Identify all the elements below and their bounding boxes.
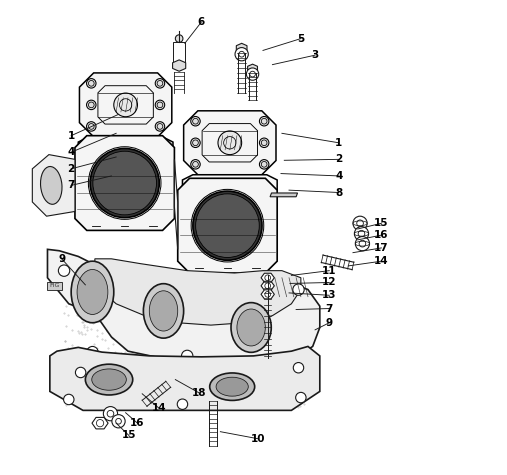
Polygon shape	[261, 290, 274, 299]
Ellipse shape	[210, 373, 255, 400]
Bar	[48, 282, 62, 290]
Circle shape	[93, 151, 157, 215]
Text: 4: 4	[335, 171, 342, 181]
Text: 11: 11	[322, 266, 337, 276]
Circle shape	[353, 216, 367, 230]
Circle shape	[191, 138, 200, 148]
Text: 16: 16	[374, 230, 389, 240]
Polygon shape	[184, 111, 276, 175]
Ellipse shape	[149, 291, 178, 331]
Text: 2: 2	[335, 154, 342, 164]
Polygon shape	[183, 175, 277, 196]
Ellipse shape	[92, 369, 126, 390]
Circle shape	[260, 138, 269, 148]
Ellipse shape	[143, 284, 184, 338]
Text: 15: 15	[374, 218, 389, 228]
Polygon shape	[270, 193, 298, 197]
Text: 15: 15	[122, 430, 136, 440]
Polygon shape	[261, 281, 274, 290]
Text: 17: 17	[374, 243, 389, 253]
Polygon shape	[261, 273, 274, 282]
Circle shape	[155, 100, 165, 110]
Text: 1: 1	[335, 138, 342, 148]
Polygon shape	[172, 60, 186, 71]
Circle shape	[293, 362, 304, 373]
Text: 9: 9	[58, 254, 65, 264]
Circle shape	[76, 367, 86, 378]
Text: 7: 7	[325, 304, 333, 314]
Circle shape	[293, 284, 304, 295]
Text: 4: 4	[67, 147, 75, 157]
Ellipse shape	[85, 364, 133, 395]
Polygon shape	[80, 73, 172, 137]
Text: 2: 2	[67, 164, 75, 174]
Ellipse shape	[41, 167, 62, 204]
Circle shape	[191, 160, 200, 169]
Ellipse shape	[216, 377, 248, 396]
Circle shape	[112, 415, 125, 428]
Circle shape	[196, 194, 259, 257]
Text: 14: 14	[374, 256, 389, 266]
Polygon shape	[236, 43, 247, 53]
Circle shape	[246, 68, 259, 80]
Polygon shape	[75, 136, 174, 230]
Circle shape	[155, 78, 165, 88]
Polygon shape	[247, 64, 258, 73]
Circle shape	[354, 227, 369, 241]
Ellipse shape	[71, 261, 114, 323]
Circle shape	[182, 350, 193, 361]
Circle shape	[235, 48, 248, 61]
Polygon shape	[95, 259, 301, 325]
Circle shape	[296, 392, 306, 403]
Text: 18: 18	[192, 388, 206, 398]
Polygon shape	[92, 418, 108, 429]
Circle shape	[87, 122, 96, 131]
Circle shape	[114, 93, 137, 117]
Text: 5: 5	[297, 34, 305, 44]
Circle shape	[260, 116, 269, 126]
Circle shape	[175, 35, 183, 42]
Text: 9: 9	[325, 318, 333, 328]
Ellipse shape	[231, 303, 271, 352]
Ellipse shape	[90, 151, 161, 173]
Ellipse shape	[77, 269, 108, 314]
Circle shape	[218, 131, 242, 155]
Circle shape	[87, 78, 96, 88]
Circle shape	[191, 116, 200, 126]
Ellipse shape	[194, 188, 266, 211]
Circle shape	[193, 191, 262, 260]
Circle shape	[90, 149, 159, 218]
Polygon shape	[48, 249, 320, 370]
Text: 3: 3	[311, 50, 319, 60]
Circle shape	[177, 399, 188, 409]
Circle shape	[155, 122, 165, 131]
Text: 6: 6	[198, 17, 205, 27]
Polygon shape	[32, 155, 75, 216]
Text: 7: 7	[67, 180, 75, 190]
Text: 10: 10	[251, 434, 266, 444]
Polygon shape	[50, 346, 320, 410]
Text: 14: 14	[152, 403, 166, 413]
Text: FIG: FIG	[49, 283, 60, 288]
Ellipse shape	[82, 147, 169, 177]
Bar	[173, 42, 185, 62]
Ellipse shape	[186, 184, 273, 215]
Text: 8: 8	[335, 188, 342, 198]
Ellipse shape	[237, 309, 265, 346]
Polygon shape	[178, 178, 277, 273]
Polygon shape	[78, 137, 173, 158]
Text: 16: 16	[130, 418, 144, 428]
Circle shape	[87, 346, 98, 358]
Text: 12: 12	[322, 277, 337, 287]
Circle shape	[58, 265, 70, 276]
Circle shape	[260, 160, 269, 169]
Circle shape	[63, 394, 74, 405]
Circle shape	[355, 237, 370, 251]
Circle shape	[103, 407, 118, 421]
Text: 13: 13	[322, 290, 337, 300]
Text: 1: 1	[67, 131, 75, 141]
Polygon shape	[174, 159, 178, 249]
Circle shape	[87, 100, 96, 110]
